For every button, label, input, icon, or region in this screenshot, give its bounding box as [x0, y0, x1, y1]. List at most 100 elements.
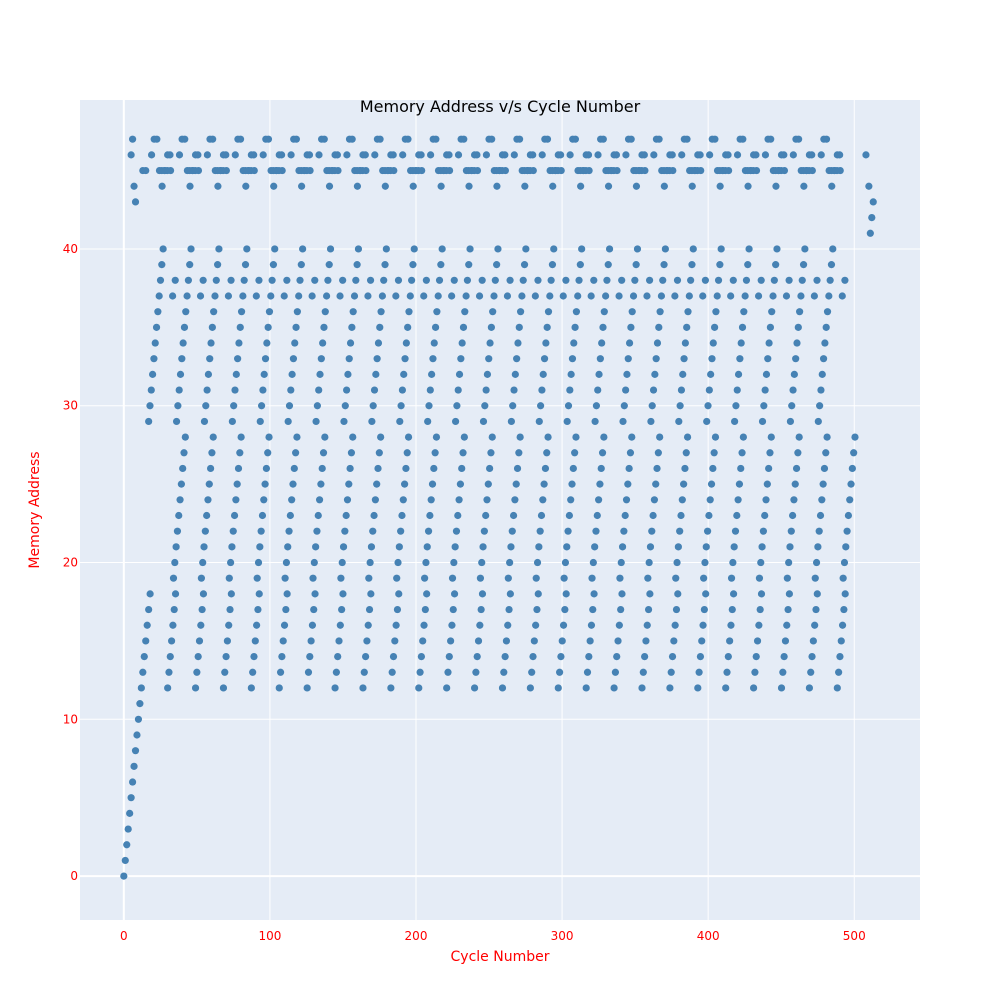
data-point [638, 151, 646, 159]
data-point [594, 151, 602, 159]
data-point [557, 652, 565, 661]
data-point [430, 339, 438, 347]
data-point [628, 433, 636, 441]
data-point [257, 527, 265, 535]
data-point [794, 449, 802, 457]
data-point [498, 684, 507, 692]
data-point [130, 182, 138, 190]
data-point [559, 292, 567, 300]
data-point [500, 668, 508, 676]
data-point [486, 339, 494, 347]
data-point [342, 511, 350, 520]
data-point [546, 292, 554, 300]
data-point [656, 308, 664, 316]
data-point [425, 402, 433, 410]
data-point [288, 496, 296, 504]
data-point [303, 684, 311, 692]
data-point [750, 151, 758, 159]
data-point [750, 684, 758, 692]
data-point [557, 166, 565, 175]
data-point [374, 339, 383, 347]
data-point [615, 621, 623, 629]
data-point [291, 339, 299, 347]
data-point [540, 355, 549, 363]
data-point [787, 527, 795, 535]
data-point [568, 480, 576, 488]
data-point [744, 261, 752, 269]
data-point [146, 590, 154, 598]
data-point [739, 433, 747, 441]
data-point [595, 496, 603, 504]
data-point [252, 292, 260, 300]
data-point [256, 417, 264, 426]
data-point [319, 339, 327, 347]
data-point [638, 684, 646, 692]
data-point [416, 668, 424, 676]
data-point [479, 543, 487, 551]
data-point [780, 166, 789, 175]
data-point [610, 151, 618, 159]
data-point [370, 386, 379, 394]
data-point [199, 276, 207, 284]
data-point [460, 433, 468, 441]
data-point [738, 449, 746, 457]
data-point [250, 652, 258, 661]
data-point [398, 511, 406, 520]
data-point [186, 261, 194, 269]
data-point [280, 292, 288, 300]
data-point [400, 370, 408, 378]
data-point [209, 433, 217, 441]
data-point [164, 684, 172, 692]
data-point [313, 402, 321, 410]
data-point [404, 135, 412, 143]
data-point [181, 135, 189, 143]
data-point [136, 700, 144, 708]
data-point [287, 151, 295, 159]
data-point [320, 135, 328, 143]
data-point [770, 276, 778, 284]
data-point [335, 637, 343, 645]
data-point [331, 684, 339, 692]
data-point [663, 166, 671, 175]
data-point [576, 261, 584, 269]
data-point [443, 684, 451, 692]
data-point [624, 355, 632, 363]
data-point [179, 339, 187, 347]
data-point [346, 339, 355, 347]
data-point [619, 417, 627, 426]
data-point [695, 668, 703, 676]
data-point [622, 496, 631, 504]
data-point [175, 386, 183, 394]
data-point [827, 261, 836, 269]
data-point [424, 417, 432, 426]
data-point [353, 182, 362, 190]
data-point [848, 464, 856, 473]
data-point [127, 794, 135, 802]
data-point [814, 543, 822, 551]
data-point [506, 276, 514, 284]
data-point [503, 292, 512, 300]
data-point [614, 637, 622, 645]
data-point [632, 182, 641, 190]
data-point [306, 166, 314, 175]
data-point [452, 527, 461, 535]
data-point [599, 323, 607, 331]
x-tick-label: 0 [120, 929, 128, 943]
data-point [470, 151, 479, 159]
data-point [823, 433, 831, 441]
data-point [371, 151, 379, 159]
data-point [313, 527, 321, 535]
data-point [236, 323, 244, 331]
data-point [622, 151, 630, 159]
data-point [201, 527, 209, 535]
data-point [818, 496, 826, 504]
data-point [627, 323, 635, 331]
data-point [479, 417, 488, 426]
data-point [508, 527, 516, 535]
data-point [652, 355, 660, 363]
data-point [478, 558, 486, 567]
data-point [821, 339, 829, 347]
data-point [794, 323, 802, 331]
data-point [618, 543, 627, 551]
data-point [805, 151, 814, 159]
